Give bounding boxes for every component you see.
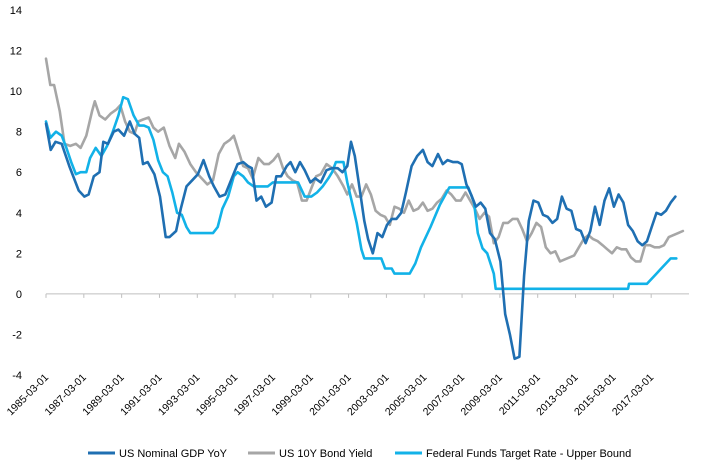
legend-label-fedfunds: Federal Funds Target Rate - Upper Bound [426, 448, 631, 460]
legend-label-gdp: US Nominal GDP YoY [119, 448, 228, 460]
y-tick-label: 12 [10, 46, 22, 58]
y-tick-label: 4 [16, 208, 22, 220]
y-tick-label: 10 [10, 86, 22, 98]
y-tick-label: -4 [12, 370, 22, 382]
series-lines [44, 57, 685, 361]
y-tick-label: 6 [16, 167, 22, 179]
legend: US Nominal GDP YoY US 10Y Bond Yield Fed… [88, 448, 631, 460]
series-line-bond [44, 57, 685, 263]
y-tick-label: 0 [16, 289, 22, 301]
series-line-gdp [44, 120, 677, 361]
x-axis: 1985-03-011987-03-011989-03-011991-03-01… [5, 293, 656, 418]
y-axis: -4 -2 0 2 4 6 8 10 12 14 [10, 5, 22, 382]
y-tick-label: 2 [16, 248, 22, 260]
legend-item-gdp: US Nominal GDP YoY [88, 448, 228, 460]
legend-label-bond: US 10Y Bond Yield [279, 448, 372, 460]
y-tick-label: 14 [10, 5, 22, 17]
legend-item-fedfunds: Federal Funds Target Rate - Upper Bound [395, 448, 631, 460]
legend-item-bond: US 10Y Bond Yield [248, 448, 372, 460]
y-tick-label: -2 [12, 329, 22, 341]
y-tick-label: 8 [16, 127, 22, 139]
